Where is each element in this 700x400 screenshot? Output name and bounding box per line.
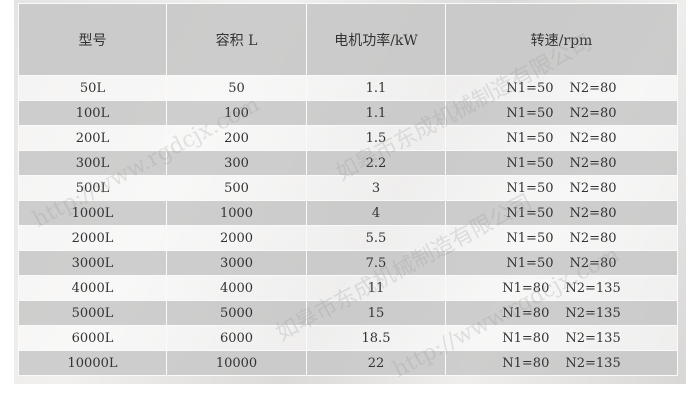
cell-power: 7.5 [306,250,446,276]
speed-n1: N1=80 [502,305,550,321]
cell-speed: N1=50 N2=80 [445,100,678,126]
speed-n2: N2=80 [569,130,617,146]
speed-n1: N1=80 [502,355,550,371]
speed-n2: N2=80 [569,155,617,171]
cell-speed: N1=50 N2=80 [445,200,678,226]
cell-power: 1.1 [306,100,446,126]
speed-n2: N2=135 [565,355,621,371]
cell-speed: N1=80 N2=135 [445,325,678,351]
header-volume: 容积 L [166,3,307,76]
cell-speed: N1=50 N2=80 [445,250,678,276]
cell-model: 500L [18,175,167,201]
speed-n2: N2=80 [569,180,617,196]
cell-speed: N1=50 N2=80 [445,225,678,251]
table-row: 5000L 5000 15 N1=80 N2=135 [18,300,678,326]
table-row: 300L 300 2.2 N1=50 N2=80 [18,150,678,176]
speed-n2: N2=80 [569,80,617,96]
table-row: 4000L 4000 11 N1=80 N2=135 [18,275,678,301]
cell-speed: N1=80 N2=135 [445,300,678,326]
speed-n1: N1=50 [506,105,554,121]
cell-volume: 1000 [166,200,307,226]
cell-model: 4000L [18,275,167,301]
header-power: 电机功率/kW [306,3,446,76]
cell-speed: N1=80 N2=135 [445,275,678,301]
speed-n1: N1=50 [506,180,554,196]
cell-model: 2000L [18,225,167,251]
cell-model: 5000L [18,300,167,326]
cell-model: 300L [18,150,167,176]
cell-speed: N1=80 N2=135 [445,350,678,376]
cell-model: 100L [18,100,167,126]
speed-n2: N2=80 [569,230,617,246]
spec-table: 型号 容积 L 电机功率/kW 转速/rpm 50L 50 1.1 N1=50 N2=8… [18,3,678,376]
cell-power: 18.5 [306,325,446,351]
header-row: 型号 容积 L 电机功率/kW 转速/rpm [18,3,678,76]
table-row: 500L 500 3 N1=50 N2=80 [18,175,678,201]
speed-n2: N2=135 [565,305,621,321]
cell-model: 200L [18,125,167,151]
cell-volume: 10000 [166,350,307,376]
speed-n2: N2=135 [565,280,621,296]
table-row: 3000L 3000 7.5 N1=50 N2=80 [18,250,678,276]
cell-speed: N1=50 N2=80 [445,150,678,176]
cell-volume: 4000 [166,275,307,301]
speed-n1: N1=50 [506,130,554,146]
cell-power: 4 [306,200,446,226]
speed-n2: N2=80 [569,255,617,271]
cell-power: 3 [306,175,446,201]
cell-volume: 5000 [166,300,307,326]
cell-volume: 6000 [166,325,307,351]
speed-n1: N1=80 [502,330,550,346]
cell-model: 50L [18,75,167,101]
cell-volume: 2000 [166,225,307,251]
table-row: 1000L 1000 4 N1=50 N2=80 [18,200,678,226]
cell-power: 5.5 [306,225,446,251]
cell-power: 15 [306,300,446,326]
speed-n2: N2=80 [569,205,617,221]
cell-power: 11 [306,275,446,301]
cell-power: 2.2 [306,150,446,176]
cell-speed: N1=50 N2=80 [445,175,678,201]
speed-n1: N1=50 [506,80,554,96]
speed-n1: N1=80 [502,280,550,296]
table-row: 10000L 10000 22 N1=80 N2=135 [18,350,678,376]
table-row: 100L 100 1.1 N1=50 N2=80 [18,100,678,126]
speed-n1: N1=50 [506,205,554,221]
cell-volume: 200 [166,125,307,151]
cell-model: 10000L [18,350,167,376]
cell-volume: 100 [166,100,307,126]
header-model: 型号 [18,3,167,76]
cell-power: 22 [306,350,446,376]
speed-n2: N2=80 [569,105,617,121]
cell-volume: 50 [166,75,307,101]
cell-power: 1.1 [306,75,446,101]
cell-volume: 500 [166,175,307,201]
table-row: 50L 50 1.1 N1=50 N2=80 [18,75,678,101]
cell-speed: N1=50 N2=80 [445,125,678,151]
table-row: 200L 200 1.5 N1=50 N2=80 [18,125,678,151]
cell-model: 1000L [18,200,167,226]
cell-speed: N1=50 N2=80 [445,75,678,101]
speed-n1: N1=50 [506,255,554,271]
speed-n1: N1=50 [506,155,554,171]
header-speed: 转速/rpm [445,3,678,76]
cell-volume: 3000 [166,250,307,276]
cell-volume: 300 [166,150,307,176]
table-row: 2000L 2000 5.5 N1=50 N2=80 [18,225,678,251]
speed-n1: N1=50 [506,230,554,246]
speed-n2: N2=135 [565,330,621,346]
cell-model: 3000L [18,250,167,276]
cell-model: 6000L [18,325,167,351]
cell-power: 1.5 [306,125,446,151]
table-row: 6000L 6000 18.5 N1=80 N2=135 [18,325,678,351]
